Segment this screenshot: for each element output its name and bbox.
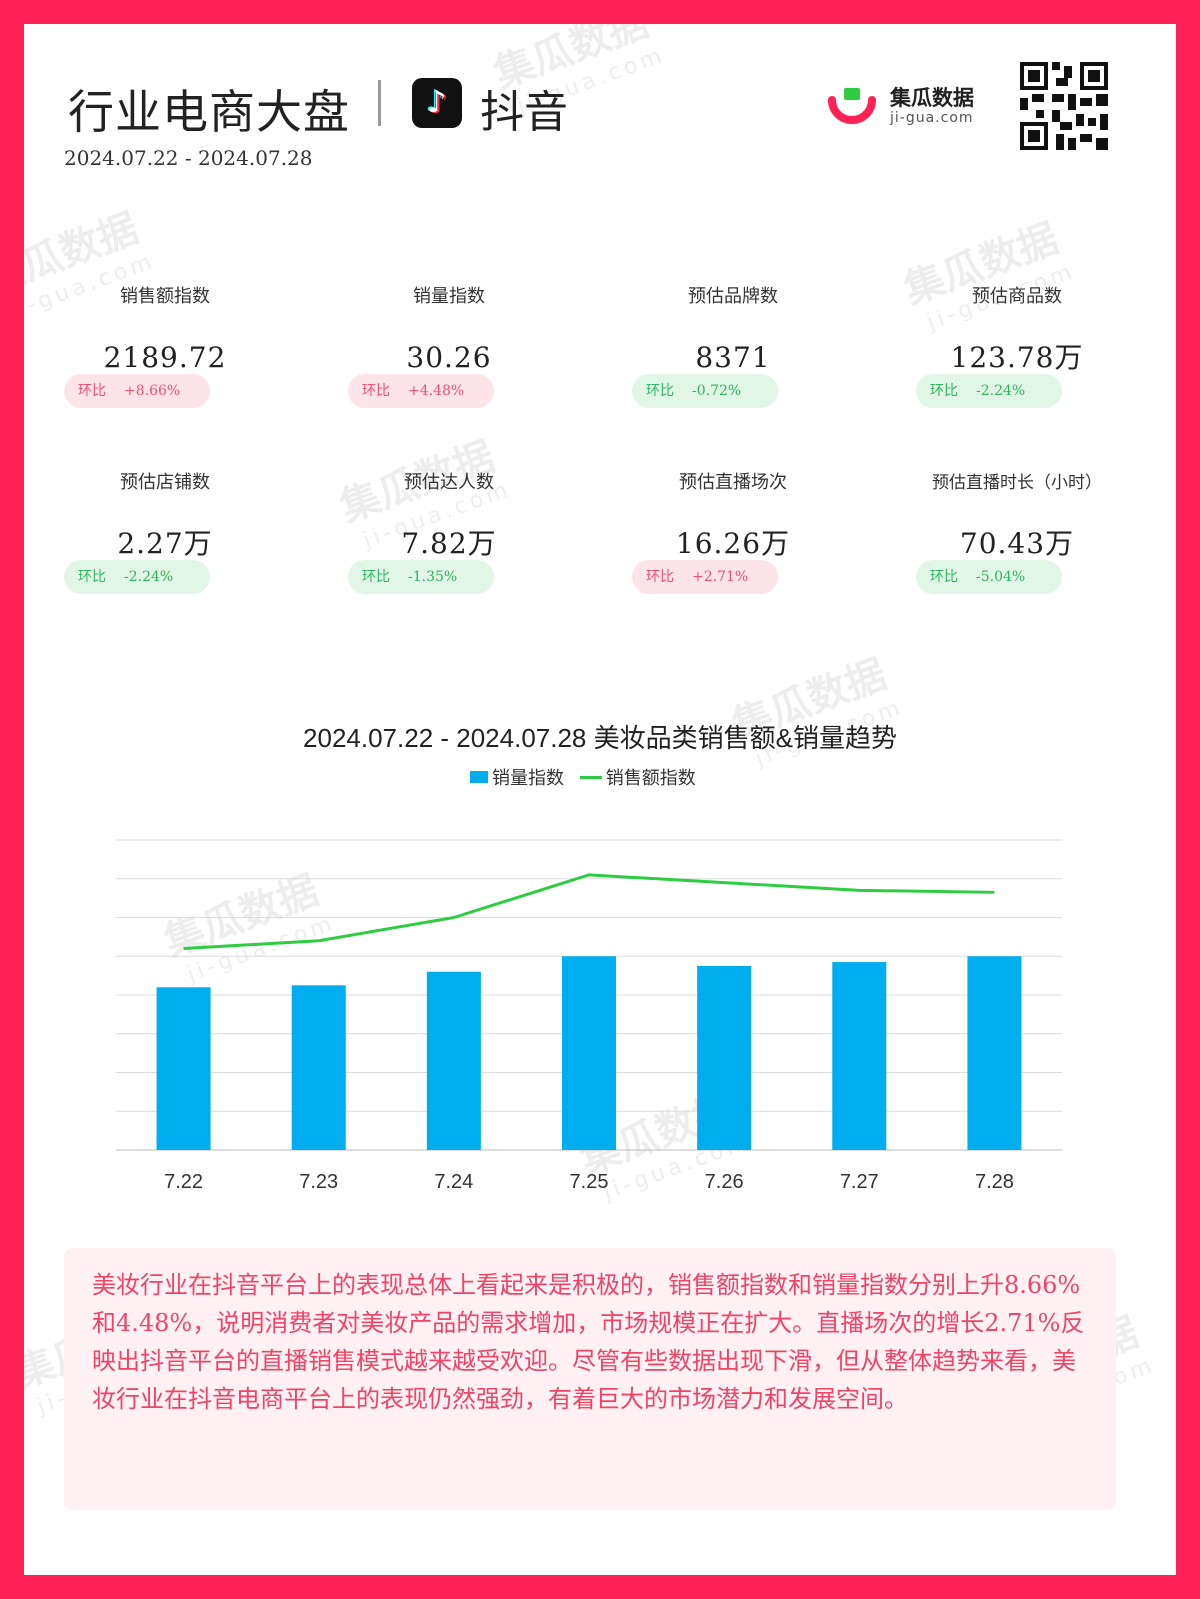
change-badge: 环比 +8.66%	[64, 374, 210, 408]
change-badge: 环比 -2.24%	[916, 374, 1062, 408]
chart-title: 2024.07.22 - 2024.07.28 美妆品类销售额&销量趋势	[303, 723, 897, 753]
bar	[426, 971, 481, 1150]
legend-swatch-bar	[470, 771, 488, 783]
platform-name: 抖音	[480, 87, 568, 138]
metric-label: 销量指数	[413, 286, 485, 307]
x-tick-label: 7.25	[570, 1171, 609, 1193]
brand-url: ji-gua.com	[890, 110, 974, 126]
trend-chart: 7.22 7.23 7.24 7.25 7.26 7.27 7.28	[116, 839, 1062, 1193]
change-badge: 环比 +4.48%	[348, 374, 494, 408]
metric-value: 30.26	[406, 341, 492, 374]
bar	[967, 956, 1022, 1150]
metric-value: 70.43万	[959, 527, 1075, 560]
metric-live-sessions: 预估直播场次 16.26万 环比 +2.71%	[598, 470, 868, 594]
bar	[562, 956, 616, 1150]
x-tick-label: 7.22	[164, 1171, 203, 1193]
report-card: 集瓜数据 ji-gua.com 集瓜数据 ji-gua.com 集瓜数据 ji-gua…	[24, 24, 1176, 1575]
metric-sales-index: 销售额指数 2189.72 环比 +8.66%	[30, 284, 300, 408]
metric-label: 预估品牌数	[688, 286, 778, 307]
metric-influencer-count: 预估达人数 7.82万 环比 -1.35%	[314, 470, 584, 594]
metric-label: 预估直播时长（小时）	[932, 473, 1102, 493]
metric-value: 123.78万	[950, 341, 1084, 374]
change-badge: 环比 -2.24%	[64, 560, 210, 594]
bar	[291, 985, 346, 1150]
bar	[832, 962, 887, 1150]
change-badge: 环比 -1.35%	[348, 560, 494, 594]
x-tick-label: 7.24	[434, 1171, 473, 1193]
summary-box: 美妆行业在抖音平台上的表现总体上看起来是积极的，销售额指数和销量指数分别上升8.…	[64, 1248, 1116, 1510]
metric-label: 预估商品数	[972, 286, 1062, 307]
x-tick-label: 7.27	[840, 1171, 879, 1193]
legend-swatch-line	[579, 775, 602, 779]
brand-name: 集瓜数据	[890, 86, 974, 110]
x-tick-label: 7.28	[975, 1171, 1014, 1193]
title-divider	[378, 80, 381, 126]
change-badge: 环比 +2.71%	[632, 560, 778, 594]
page-title: 行业电商大盘	[68, 85, 350, 139]
metric-volume-index: 销量指数 30.26 环比 +4.48%	[314, 284, 584, 408]
x-tick-label: 7.26	[705, 1171, 744, 1193]
sales-line	[183, 873, 995, 950]
bar	[697, 965, 752, 1150]
metric-label: 销售额指数	[120, 286, 210, 307]
metric-label: 预估店铺数	[120, 472, 210, 493]
metric-value: 7.82万	[401, 527, 497, 560]
metric-value: 16.26万	[675, 527, 791, 560]
summary-text: 美妆行业在抖音平台上的表现总体上看起来是积极的，销售额指数和销量指数分别上升8.…	[92, 1271, 1085, 1413]
qr-code-icon	[1020, 62, 1108, 150]
douyin-logo-icon: ♪	[412, 78, 462, 128]
chart-legend: 销量指数 销售额指数	[470, 764, 696, 789]
legend-label: 销量指数	[492, 768, 564, 789]
brand-logo-icon	[828, 88, 876, 124]
metric-value: 2189.72	[103, 341, 227, 374]
bar	[156, 987, 211, 1150]
change-badge: 环比 -0.72%	[632, 374, 778, 408]
legend-label: 销售额指数	[605, 768, 696, 789]
x-tick-label: 7.23	[299, 1171, 338, 1193]
metric-label: 预估达人数	[404, 472, 494, 493]
metric-product-count: 预估商品数 123.78万 环比 -2.24%	[882, 284, 1152, 408]
metric-shop-count: 预估店铺数 2.27万 环比 -2.24%	[30, 470, 300, 594]
metric-label: 预估直播场次	[679, 472, 787, 493]
metric-live-duration: 预估直播时长（小时） 70.43万 环比 -5.04%	[882, 470, 1152, 594]
change-badge: 环比 -5.04%	[916, 560, 1062, 594]
metric-value: 2.27万	[117, 527, 213, 560]
date-range: 2024.07.22 - 2024.07.28	[64, 146, 313, 170]
metric-brand-count: 预估品牌数 8371 环比 -0.72%	[598, 284, 868, 408]
metric-value: 8371	[695, 341, 771, 374]
